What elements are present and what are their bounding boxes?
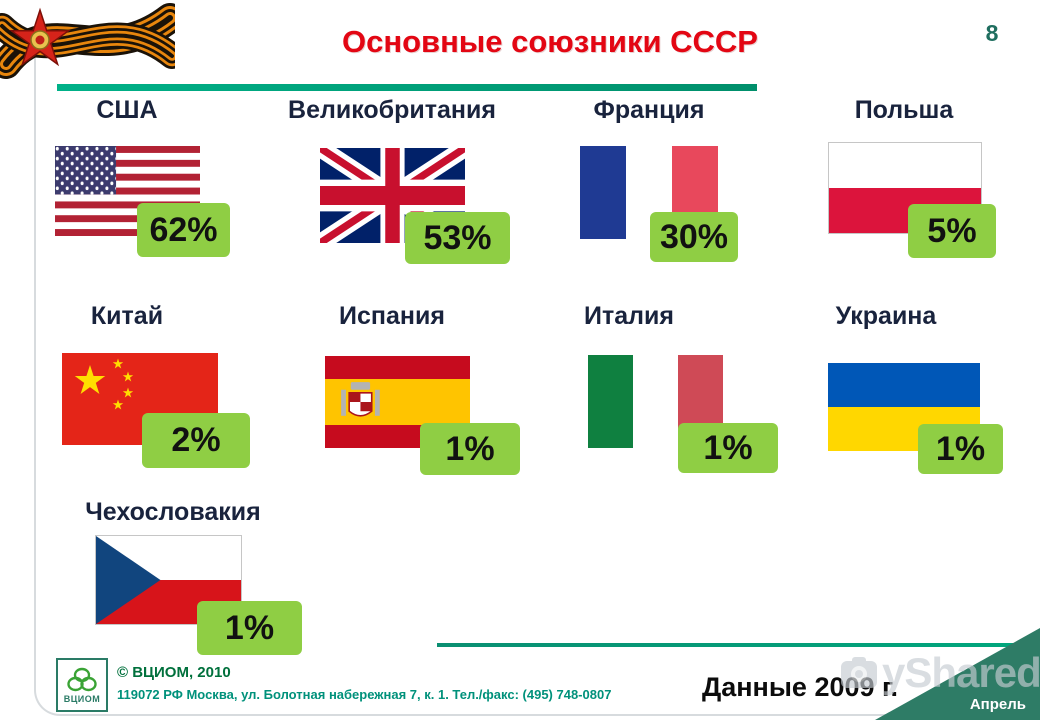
usa-flag-icon [55,146,200,236]
copyright-text: © ВЦИОМ, 2010 [117,664,231,681]
value-badge: 1% [420,423,520,475]
vciom-logo-label: ВЦИОМ [63,693,101,704]
page-number: 8 [985,20,999,46]
value-badge: 1% [918,424,1003,474]
st-george-ribbon-icon [0,0,185,87]
vciom-logo: ВЦИОМ [56,658,108,712]
value-badge: 1% [678,423,778,473]
country-name: Великобритания [288,96,496,124]
value-badge: 5% [908,204,996,258]
footer-divider [437,643,1040,647]
value-badge: 53% [405,212,510,264]
country-name: Испания [339,302,445,330]
value-badge: 62% [137,203,230,257]
country-name: Польша [854,96,954,124]
country-name: США [96,96,158,124]
title-underline [57,84,757,91]
vciom-trefoil-icon [67,667,97,691]
watermark: yShared [840,652,1040,694]
camera-icon [841,657,877,688]
value-badge: 2% [142,413,250,468]
month-label: Апрель [969,696,1026,713]
value-badge: 1% [197,601,302,655]
slide-title: Основные союзники СССР [342,24,758,59]
corner-triangle [875,628,1040,720]
country-name: Италия [584,302,674,330]
country-name: Франция [593,96,705,124]
address-text: 119072 РФ Москва, ул. Болотная набережна… [117,687,612,702]
country-name: Украина [835,302,937,330]
country-name: Китай [90,302,164,330]
value-badge: 30% [650,212,738,262]
country-name: Чехословакия [85,498,261,526]
watermark-text: yShared [882,649,1040,696]
uk-flag-icon [320,148,465,243]
